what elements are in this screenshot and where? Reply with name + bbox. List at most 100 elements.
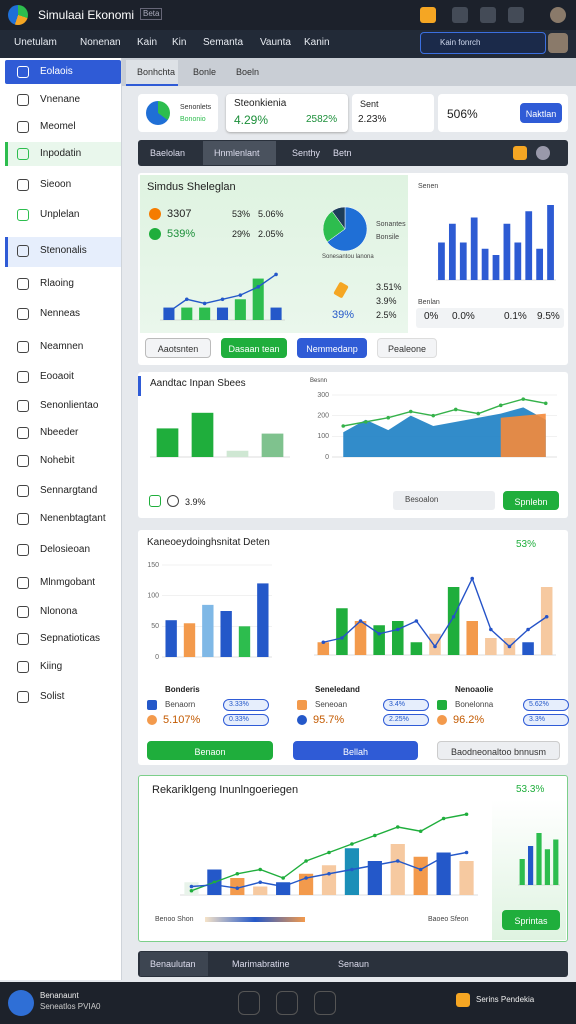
taskbar-logo[interactable]	[8, 990, 34, 1016]
sidebar-item[interactable]: Sepnatioticas	[40, 633, 101, 644]
line-point	[470, 576, 475, 581]
section-header: Seneledand	[315, 685, 360, 694]
sidebar-item[interactable]: Solist	[40, 691, 65, 702]
top-icon[interactable]	[480, 7, 496, 23]
nav-item[interactable]: Unetulam	[14, 37, 57, 48]
sidebar-item[interactable]: Inpodatin	[40, 148, 82, 159]
sidebar-item[interactable]: Stenonalis	[40, 245, 87, 256]
line-point	[464, 850, 469, 855]
sidebar-item[interactable]: Nenenbtagtant	[40, 513, 106, 524]
toolbar-icon[interactable]	[536, 146, 550, 160]
panel-button-label[interactable]: Sprintas	[514, 916, 548, 926]
panel-button-label[interactable]: Baodneonaltoo bnnusm	[450, 746, 547, 757]
sidebar-item[interactable]: Delosieoan	[40, 544, 91, 555]
tab[interactable]: Bonhchta	[137, 67, 176, 77]
line-point	[414, 619, 419, 623]
panel-button-label[interactable]: Nemmedanp	[306, 344, 358, 354]
panel-button-label[interactable]: Dasaan tean	[228, 344, 280, 354]
panel-button-label[interactable]: Benaon	[194, 746, 226, 757]
line-point	[189, 888, 194, 893]
panel-button[interactable]: Aaotsnten	[145, 338, 211, 358]
nav-item[interactable]: Nonenan	[80, 37, 121, 48]
line-point	[433, 644, 437, 649]
input[interactable]	[393, 491, 495, 510]
stat-text: 2.05%	[258, 229, 284, 239]
sidebar-item[interactable]: Sennargtand	[40, 485, 98, 496]
nav-item[interactable]: Vaunta	[260, 37, 291, 48]
sidebar-item[interactable]: Senonlientao	[40, 400, 99, 411]
panel-button-label[interactable]: Pealeone	[387, 344, 427, 354]
sidebar-item[interactable]: Eooaoit	[40, 371, 74, 382]
taskbar-icon[interactable]	[456, 993, 470, 1007]
line-point	[212, 883, 217, 887]
sidebar-item[interactable]: Kiing	[40, 661, 63, 672]
bar	[257, 583, 269, 657]
taskbar-icon[interactable]	[238, 991, 260, 1015]
sidebar-icon	[17, 400, 29, 412]
nav-item[interactable]: Kin	[172, 37, 187, 48]
toolbar-extra[interactable]: Betn	[333, 148, 352, 158]
panel-button[interactable]: Pealeone	[377, 338, 437, 358]
taskbar-icon[interactable]	[276, 991, 298, 1015]
line-point	[184, 297, 189, 302]
nav-item[interactable]: Kain	[137, 37, 158, 48]
stat-button-label[interactable]: Naktlan	[525, 109, 557, 119]
sidebar-item[interactable]: Nbeeder	[40, 427, 79, 438]
toolbar-tab[interactable]: Hnmlenlant	[214, 148, 260, 158]
panel-button[interactable]: Spnlebn	[503, 491, 559, 510]
footer-icon	[149, 495, 161, 507]
bottom-tab[interactable]: Benaulutan	[150, 959, 196, 969]
sidebar-item[interactable]: Rlaoing	[40, 278, 74, 289]
y-tick-label: 0	[155, 654, 159, 661]
nav-item[interactable]: Kanin	[304, 37, 330, 48]
stat-button[interactable]: Naktlan	[520, 103, 562, 123]
taskbar-sub: Seneatlos PVIA0	[40, 1002, 101, 1011]
bar	[459, 242, 467, 280]
sidebar-item[interactable]: Vnenane	[40, 94, 81, 105]
top-icon[interactable]	[420, 7, 436, 23]
sidebar-item[interactable]: Nohebit	[40, 455, 75, 466]
stat-title: Sent	[360, 99, 379, 109]
tab[interactable]: Boeln	[236, 67, 260, 77]
line-point	[327, 871, 331, 876]
bottom-tab[interactable]: Senaun	[338, 959, 370, 969]
search-text[interactable]: Kain fonrch	[440, 38, 481, 47]
top-icon[interactable]	[452, 7, 468, 23]
nav-item[interactable]: Semanta	[203, 37, 244, 48]
line-point	[258, 880, 263, 885]
toolbar-filter[interactable]: Senthy	[292, 148, 321, 158]
bar	[514, 242, 522, 280]
toolbar-tab[interactable]: Baelolan	[150, 148, 186, 158]
panel-button[interactable]: Bellah	[293, 741, 418, 760]
bar	[253, 886, 268, 895]
top-icon[interactable]	[550, 7, 566, 23]
line-point	[167, 309, 171, 314]
taskbar-icon[interactable]	[314, 991, 336, 1015]
panel-button-label[interactable]: Aaotsnten	[157, 344, 199, 354]
panel-button[interactable]: Sprintas	[502, 910, 560, 930]
sidebar-icon	[17, 209, 29, 221]
panel-button[interactable]: Dasaan tean	[221, 338, 287, 358]
sidebar-item[interactable]: Mlnmgobant	[40, 577, 96, 588]
sidebar-item[interactable]: Meomel	[40, 121, 76, 132]
panel-button-label[interactable]: Bellah	[342, 746, 369, 757]
sidebar-item[interactable]: Nlonona	[40, 606, 78, 617]
sidebar-item[interactable]: Sieoon	[40, 179, 72, 190]
top-icon[interactable]	[508, 7, 524, 23]
sidebar-item[interactable]: Eolaois	[40, 66, 73, 77]
bar	[492, 255, 500, 280]
sidebar-item[interactable]: Neamnen	[40, 341, 84, 352]
input-text[interactable]: Besoalon	[405, 495, 439, 504]
panel-button[interactable]: Benaon	[147, 741, 273, 760]
bar	[466, 621, 479, 655]
tab[interactable]: Bonle	[193, 67, 217, 77]
sidebar-item[interactable]: Unplelan	[40, 209, 80, 220]
bottom-tab[interactable]: Marimabratine	[232, 959, 290, 969]
panel-button[interactable]: Nemmedanp	[297, 338, 367, 358]
toolbar-icon[interactable]	[513, 146, 527, 160]
sidebar-item[interactable]: Nenneas	[40, 308, 81, 319]
panel-button[interactable]: Baodneonaltoo bnnusm	[437, 741, 560, 760]
panel-button-label[interactable]: Spnlebn	[514, 496, 548, 507]
search-box[interactable]	[420, 32, 546, 54]
